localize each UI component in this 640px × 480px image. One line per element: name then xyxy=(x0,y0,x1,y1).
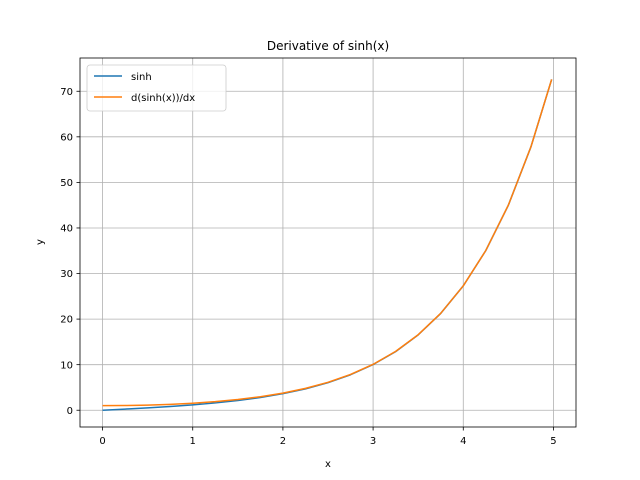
series-lines xyxy=(102,79,553,411)
legend: sinh d(sinh(x))/dx xyxy=(86,64,227,112)
y-tick-label: 0 xyxy=(67,406,73,417)
y-axis-label: y xyxy=(35,239,46,245)
y-tick-label: 40 xyxy=(60,224,73,235)
x-axis-label: x xyxy=(325,459,331,470)
x-tick-label: 4 xyxy=(460,436,466,447)
x-tick-label: 2 xyxy=(280,436,286,447)
series-line-derivative xyxy=(102,79,553,407)
x-tick-label: 0 xyxy=(99,436,105,447)
x-tick-label: 5 xyxy=(550,436,556,447)
grid xyxy=(80,58,576,427)
chart-title: Derivative of sinh(x) xyxy=(267,39,389,53)
legend-label-derivative: d(sinh(x))/dx xyxy=(131,93,195,104)
y-tick-label: 60 xyxy=(60,132,73,143)
y-tick-label: 30 xyxy=(60,269,73,280)
y-tick-label: 10 xyxy=(60,360,73,371)
y-tick-label: 20 xyxy=(60,315,73,326)
legend-label-sinh: sinh xyxy=(131,72,152,83)
y-tick-label: 70 xyxy=(60,87,73,98)
plot-frame xyxy=(79,57,577,428)
x-tick-label: 1 xyxy=(190,436,196,447)
x-tick-label: 3 xyxy=(370,436,376,447)
legend-box xyxy=(86,64,227,112)
y-tick-label: 50 xyxy=(60,178,73,189)
